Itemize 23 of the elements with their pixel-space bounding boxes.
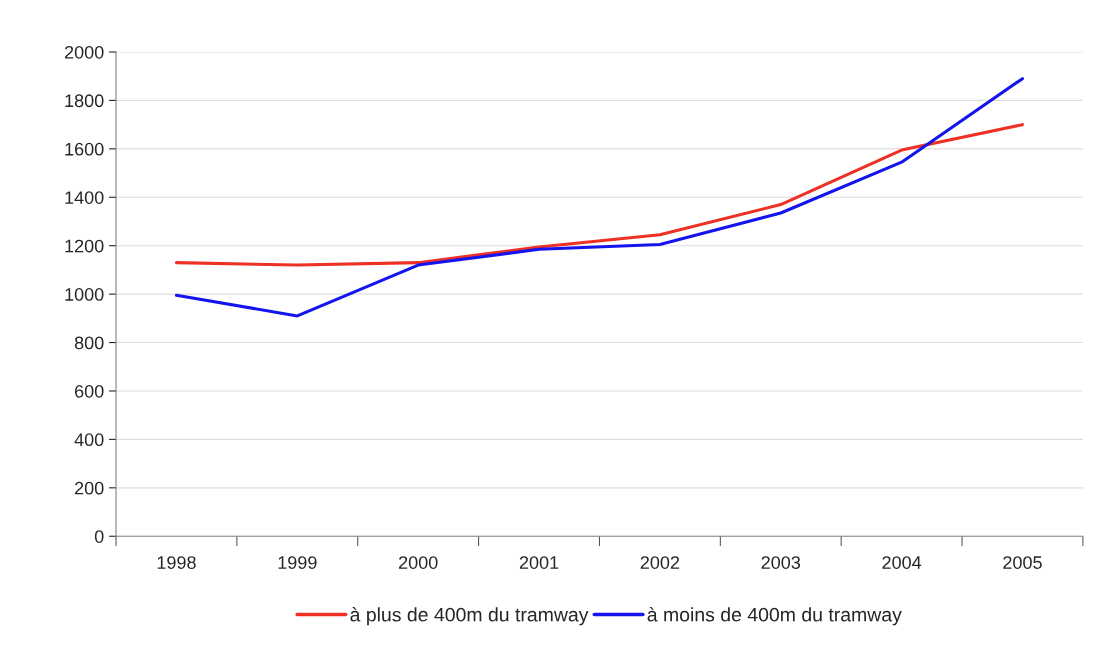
x-tick-label: 2005 [1003, 556, 1042, 569]
line-series [174, 77, 1024, 318]
y-tick-label: 800 [74, 336, 104, 350]
legend-label: à moins de 400m du tramway [647, 607, 902, 626]
legend-label: à plus de 400m du tramway [350, 607, 589, 626]
y-tick-label: 0 [94, 530, 104, 543]
y-tick-label: 200 [75, 481, 104, 495]
y-tick-label: 1400 [65, 191, 104, 204]
x-tick-label: 1999 [278, 556, 317, 569]
x-tick-label: 2001 [519, 556, 559, 569]
x-tick-label: 2000 [399, 556, 438, 569]
y-tick-label: 1200 [65, 239, 104, 253]
x-tick-label: 2004 [882, 556, 922, 569]
x-tick-label: 2003 [761, 556, 801, 569]
y-tick-label: 1600 [65, 142, 104, 156]
x-tick-label: 2002 [640, 556, 680, 569]
y-tick-label: 2000 [64, 45, 104, 59]
y-tick-label: 1000 [65, 288, 104, 301]
line-series [174, 123, 1024, 267]
y-tick-label: 400 [74, 433, 104, 447]
x-tick-label: 1998 [157, 556, 196, 569]
y-tick-label: 600 [75, 384, 104, 398]
y-tick-label: 1800 [65, 94, 104, 108]
